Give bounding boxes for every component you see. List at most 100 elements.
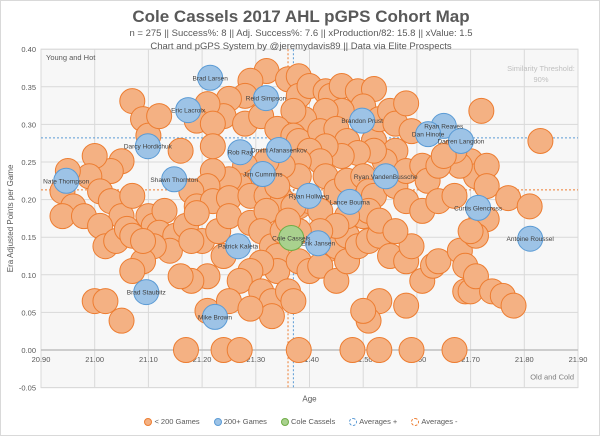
- x-tick-label: 20.90: [32, 355, 51, 364]
- bubble-200-plus: [349, 107, 376, 134]
- bubble-label: Ryan Hollweg: [289, 193, 329, 200]
- bubble-200-plus: [517, 225, 544, 252]
- bubble-under-200: [350, 297, 377, 324]
- y-tick-label: 0.15: [21, 233, 36, 242]
- bubble-under-200: [468, 97, 495, 124]
- bubble-200-plus: [53, 167, 80, 194]
- legend-marker-icon: [144, 418, 153, 427]
- legend-200-plus: 200+ Games: [213, 417, 267, 427]
- legend: < 200 Games 200+ Games Cole Cassels Aver…: [1, 417, 600, 427]
- bubble-label: Lance Bouma: [330, 199, 370, 206]
- bubble-under-200: [167, 137, 194, 164]
- bubble-under-200: [527, 127, 554, 154]
- bubble-label: Erik Jansen: [301, 241, 335, 248]
- bubble-under-200: [226, 267, 253, 294]
- bubble-under-200: [183, 200, 210, 227]
- bubble-under-200: [457, 218, 484, 245]
- bubble-under-200: [339, 337, 366, 363]
- bubble-under-200: [398, 233, 425, 260]
- bubble-200-plus: [253, 85, 280, 112]
- bubble-under-200: [462, 263, 489, 290]
- bubble-under-200: [393, 90, 420, 117]
- legend-label: Averages -: [421, 417, 458, 426]
- legend-marker-icon: [411, 418, 420, 427]
- bubble-200-plus: [465, 194, 492, 221]
- bubble-under-200: [366, 337, 393, 363]
- bubble-200-plus: [265, 136, 292, 163]
- bubble-label: Ryan Reaves: [424, 123, 464, 130]
- bubble-label: Darcy Hordichuk: [124, 144, 173, 151]
- bubble-under-200: [430, 142, 457, 169]
- bubble-under-200: [285, 337, 312, 363]
- quadrant-label-young-hot: Young and Hot: [46, 53, 96, 62]
- legend-marker-icon: [349, 418, 358, 427]
- bubble-label: Reid Simpson: [246, 96, 287, 103]
- bubble-200-plus: [249, 161, 276, 188]
- bubble-under-200: [425, 248, 452, 275]
- bubble-under-200: [172, 337, 199, 363]
- y-tick-label: 0.30: [21, 120, 36, 129]
- x-tick-label: 21.10: [139, 355, 158, 364]
- chart-credit: Chart and pGPS System by @jeremydavis89 …: [150, 41, 452, 52]
- bubble-label: Shawn Thornton: [150, 177, 198, 184]
- bubble-label: Rob Ray: [228, 150, 254, 157]
- bubble-label: Mike Brown: [198, 314, 232, 321]
- y-tick-label: 0.10: [21, 271, 36, 280]
- bubble-under-200: [92, 288, 119, 315]
- bubble-200-plus: [175, 97, 202, 124]
- bubble-label: Cole Cassels: [272, 235, 311, 242]
- legend-averages-plus: Averages +: [349, 417, 398, 427]
- bubble-under-200: [119, 258, 146, 285]
- y-tick-label: 0.00: [21, 346, 36, 355]
- bubble-label: Dan Hinote: [412, 132, 445, 139]
- x-tick-label: 21.30: [246, 355, 265, 364]
- bubble-label: Eric Lacroix: [171, 108, 206, 115]
- bubble-under-200: [441, 337, 468, 363]
- bubble-under-200: [441, 182, 468, 209]
- bubble-label: Antoine Roussel: [507, 236, 555, 243]
- bubble-200-plus: [227, 139, 254, 166]
- y-tick-label: -0.05: [19, 384, 36, 393]
- bubble-label: Nate Thompson: [43, 178, 90, 185]
- bubble-label: Jim Cummins: [243, 172, 283, 179]
- bubble-label: Dmitri Afanasenkov: [251, 147, 308, 154]
- bubble-cole-cassels: [278, 224, 305, 251]
- bubble-under-200: [393, 292, 420, 319]
- x-tick-label: 21.70: [461, 355, 480, 364]
- bubble-label: Brad Larsen: [192, 75, 228, 82]
- bubble-under-200: [382, 218, 409, 245]
- x-tick-label: 21.40: [300, 355, 319, 364]
- legend-label: < 200 Games: [154, 417, 200, 426]
- legend-label: Averages +: [359, 417, 398, 426]
- bubble-label: Patrick Kaleta: [218, 244, 258, 251]
- bubble-under-200: [108, 307, 135, 334]
- legend-player: Cole Cassels: [281, 417, 335, 427]
- bubble-200-plus: [295, 182, 322, 209]
- x-tick-label: 21.80: [515, 355, 534, 364]
- bubble-under-200: [398, 337, 425, 363]
- bubble-200-plus: [201, 303, 228, 330]
- similarity-threshold: Similarity Threshold: 90%: [506, 63, 576, 85]
- bubble-under-200: [130, 227, 157, 254]
- bubble-200-plus: [305, 230, 332, 257]
- bubble-label: Brandon Prust: [341, 118, 383, 125]
- legend-averages-minus: Averages -: [411, 417, 458, 427]
- legend-marker-icon: [281, 418, 290, 427]
- bubble-under-200: [167, 263, 194, 290]
- bubble-under-200: [119, 182, 146, 209]
- bubble-label: Brad Staubitz: [127, 290, 166, 297]
- similarity-value: 90%: [533, 75, 549, 84]
- x-tick-label: 21.20: [193, 355, 212, 364]
- y-tick-label: 0.40: [21, 45, 36, 54]
- legend-marker-icon: [213, 418, 222, 427]
- bubble-under-200: [237, 295, 264, 322]
- bubble-under-200: [473, 173, 500, 200]
- y-tick-label: 0.25: [21, 158, 36, 167]
- bubble-under-200: [280, 288, 307, 315]
- bubble-200-plus: [336, 188, 363, 215]
- bubble-200-plus: [225, 233, 252, 260]
- y-tick-label: 0.20: [21, 196, 36, 205]
- bubble-under-200: [500, 292, 527, 319]
